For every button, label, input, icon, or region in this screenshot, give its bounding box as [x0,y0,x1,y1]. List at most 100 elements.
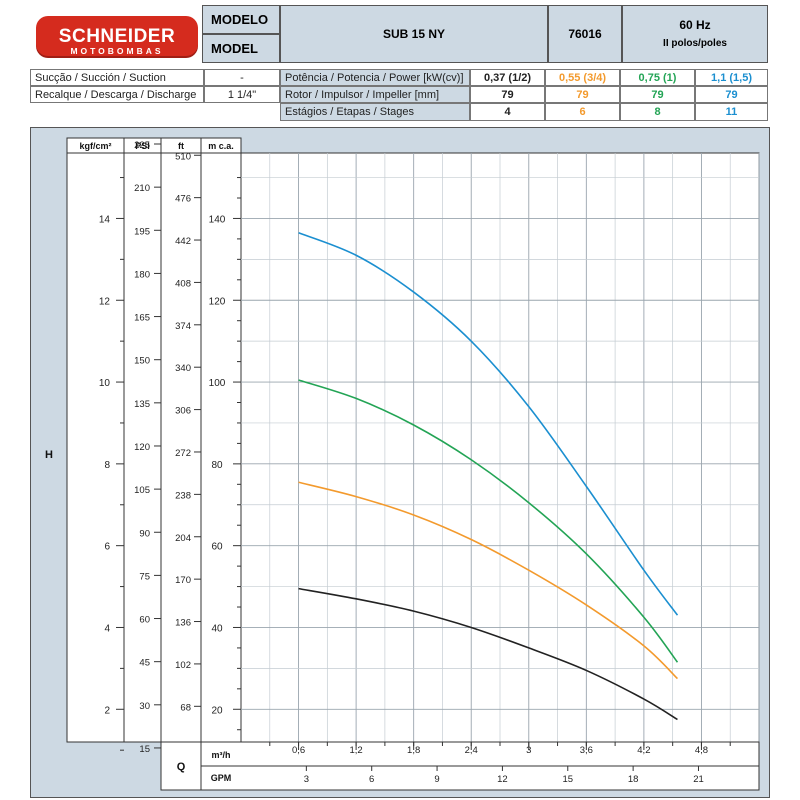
schneider-logo: SCHNEIDER MOTOBOMBAS [32,8,202,64]
spec-impeller-col-1: 79 [470,86,545,103]
ft-tick-label: 238 [175,490,191,501]
suction-value: - [204,69,280,86]
unit-label-m3h: m³/h [212,750,231,760]
unit-label-psi: PSI [135,141,150,151]
h-axis-label: H [45,449,53,461]
series-line-4 [298,232,679,616]
ft-tick-label: 340 [175,363,191,374]
spec-power-col-3: 0,75 (1) [620,69,695,86]
spec-power-col-1: 0,37 (1/2) [470,69,545,86]
m3h-tick-label: 2,4 [465,745,478,756]
psi-tick-label: 75 [139,571,150,582]
gpm-tick-label: 12 [497,774,508,785]
gpm-tick-label: 3 [304,774,309,785]
performance-chart: kgf/cm² PSI ft m c.a.2040608010012014024681… [45,137,760,791]
psi-tick-label: 105 [134,485,150,496]
ft-tick-label: 374 [175,321,191,332]
mca-tick-label: 60 [211,542,223,553]
kgf-tick-label: 14 [99,214,111,225]
gpm-tick-label: 6 [369,774,374,785]
series-line-2 [298,481,679,680]
spec-stages-col-1: 4 [470,103,545,121]
m3h-tick-label: 4,2 [637,745,650,756]
psi-tick-label: 135 [134,399,150,410]
spec-impeller-col-4: 79 [695,86,768,103]
psi-tick-label: 210 [134,183,150,194]
gpm-tick-label: 15 [562,774,573,785]
discharge-label: Recalque / Descarga / Discharge [30,86,204,103]
chart-panel: kgf/cm² PSI ft m c.a. 20 40 60 80 100 120 140 2 4 6 8 1… [30,127,770,798]
gpm-tick-label: 21 [693,774,704,785]
frequency: 60 Hz [679,18,711,32]
psi-tick-label: 15 [139,744,150,755]
mca-tick-label: 20 [211,705,223,716]
ft-tick-label: 68 [180,702,191,713]
kgf-tick-label: 4 [104,623,110,634]
kgf-tick-label: 2 [104,705,110,716]
spec-power-col-2: 0,55 (3/4) [545,69,620,86]
mca-tick-label: 40 [211,623,223,634]
modelo-label: MODELO [202,5,280,34]
scale-area [66,137,242,743]
ft-tick-label: 170 [175,575,191,586]
frequency-box: 60 Hz II polos/poles [622,5,768,63]
kgf-tick-label: 6 [104,542,110,553]
ft-tick-label: 272 [175,448,191,459]
pump-code: 76016 [548,5,622,63]
psi-tick-label: 30 [139,701,150,712]
gpm-tick-label: 18 [628,774,639,785]
m3h-tick-label: 3,6 [580,745,593,756]
ft-tick-label: 442 [175,236,191,247]
spec-stages-col-4: 11 [695,103,768,121]
gpm-tick-label: 9 [434,774,439,785]
psi-tick-label: 45 [139,658,150,669]
ft-tick-label: 102 [175,660,191,671]
m3h-tick-label: 3 [526,745,531,756]
discharge-value: 1 1/4" [204,86,280,103]
pump-model: SUB 15 NY [280,5,548,63]
psi-tick-label: 150 [134,356,150,367]
unit-header-mca [200,137,242,154]
psi-tick-label: 195 [134,226,150,237]
ft-tick-label: 136 [175,618,191,629]
logo-badge: SCHNEIDER MOTOBOMBAS [36,16,198,56]
unit-label-kgf: kgf/cm² [79,141,111,151]
ft-tick-label: 306 [175,406,191,417]
unit-label-ft: ft [178,141,184,151]
m3h-tick-label: 0,6 [292,745,305,756]
power-label: Potência / Potencia / Power [kW(cv)] [280,69,470,86]
q-axis-label: Q [177,761,186,773]
mca-tick-label: 120 [209,296,226,307]
psi-tick-label: 180 [134,269,150,280]
mca-tick-label: 140 [209,214,226,225]
unit-label-mca: m c.a. [208,141,234,151]
stages-label: Estágios / Etapas / Stages [280,103,470,121]
m3h-tick-label: 1,8 [407,745,420,756]
psi-tick-label: 165 [134,313,150,324]
ft-tick-label: 204 [175,533,191,544]
unit-label-gpm: GPM [211,773,232,783]
kgf-tick-label: 10 [99,378,111,389]
psi-tick-label: 90 [139,528,150,539]
logo-brand-name: SCHNEIDER [58,26,176,47]
ft-tick-label: 510 [175,151,191,162]
psi-tick-label: 60 [139,615,150,626]
psi-tick-label: 120 [134,442,150,453]
spec-stages-col-3: 8 [620,103,695,121]
kgf-tick-label: 12 [99,296,111,307]
kgf-tick-label: 8 [104,460,110,471]
spec-impeller-col-2: 79 [545,86,620,103]
ft-tick-label: 476 [175,194,191,205]
mca-tick-label: 80 [211,460,223,471]
poles: II polos/poles [663,38,727,49]
series-line-3 [298,379,679,663]
logo-brand-sub: MOTOBOMBAS [70,46,164,56]
m3h-tick-label: 4,8 [695,745,708,756]
spec-power-col-4: 1,1 (1,5) [695,69,768,86]
ft-tick-label: 408 [175,278,191,289]
suction-label: Sucção / Succión / Suction [30,69,204,86]
spec-impeller-col-3: 79 [620,86,695,103]
model-label: MODEL [202,34,280,63]
psi-tick-label: 225 [134,140,150,151]
m3h-tick-label: 1,2 [350,745,363,756]
